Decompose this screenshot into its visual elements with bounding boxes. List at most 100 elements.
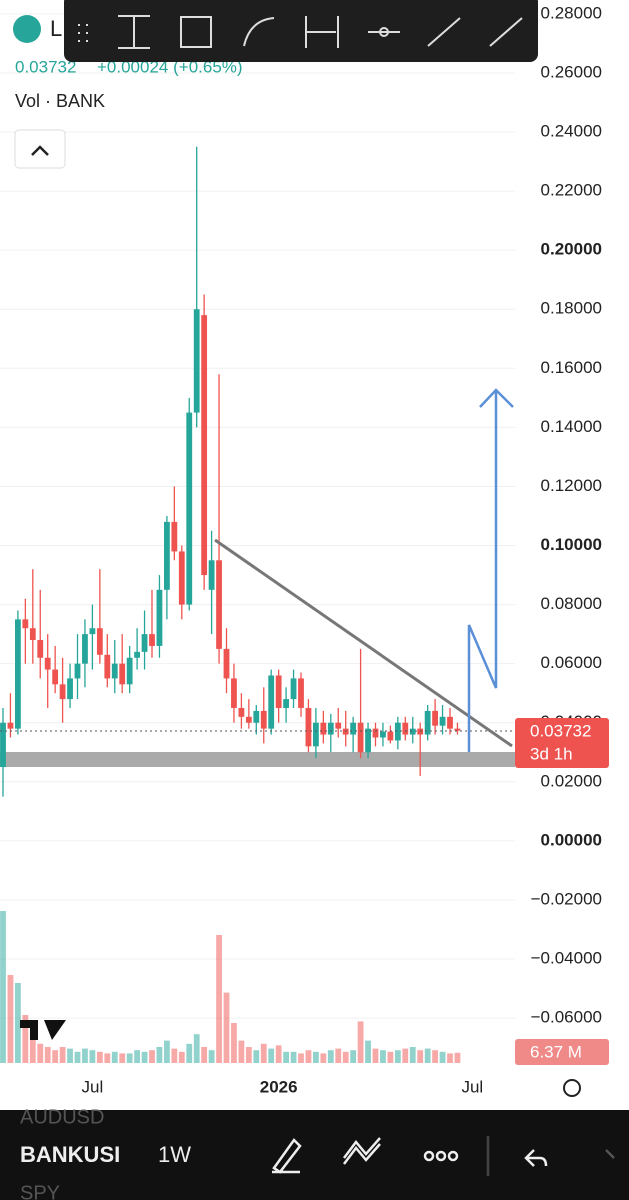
volume-bar	[387, 1051, 394, 1063]
candle-body	[52, 669, 59, 685]
candle-body	[275, 675, 282, 708]
volume-bar	[171, 1048, 178, 1063]
candle-body	[149, 634, 155, 646]
tool-rect[interactable]	[180, 16, 212, 48]
chevron	[31, 145, 49, 156]
volume-bar	[275, 1045, 282, 1063]
volume-bar	[313, 1051, 319, 1063]
volume-bar	[7, 975, 14, 1063]
settings-icon[interactable]	[563, 1079, 581, 1097]
tool-arrow[interactable]	[427, 17, 461, 47]
candle-body	[313, 722, 319, 747]
candle-body	[320, 722, 327, 735]
volume-bar	[335, 1048, 342, 1063]
prev-symbol[interactable]: AUDUSD	[20, 1106, 104, 1128]
header-change: +0.00024 (+0.65%)	[97, 57, 243, 76]
y-tick-label: 0.22000	[541, 181, 602, 200]
y-tick-label: 0.14000	[541, 417, 602, 436]
volume-bar	[290, 1051, 297, 1063]
candle-body	[82, 634, 88, 664]
volume-bar	[327, 1050, 334, 1063]
volume-tag-text: 6.37 M	[530, 1042, 582, 1061]
candle-body	[96, 628, 103, 655]
volume-bar	[320, 1053, 327, 1063]
volume-bar	[409, 1047, 416, 1063]
y-tick-label: 0.00000	[541, 830, 602, 849]
indicator-icon[interactable]	[343, 1137, 381, 1165]
candle-body	[387, 731, 394, 741]
collapse-button[interactable]	[14, 129, 66, 169]
y-tick-label: 0.28000	[541, 3, 602, 22]
candle-body	[417, 728, 424, 735]
volume-bar	[350, 1050, 357, 1063]
y-tick-label: 0.02000	[541, 771, 602, 790]
trend-line	[214, 538, 513, 748]
y-tick-label: −0.02000	[531, 889, 602, 908]
y-tick-label: −0.04000	[531, 948, 602, 967]
candle-body	[245, 716, 252, 723]
candle-body	[454, 728, 461, 731]
volume-bar	[223, 992, 230, 1063]
undo-icon[interactable]	[524, 1149, 548, 1167]
candle-body	[37, 640, 44, 658]
volume-bar	[164, 1040, 170, 1063]
tool-curve[interactable]	[243, 17, 275, 47]
candle-body	[231, 678, 237, 708]
volume-bar	[298, 1053, 304, 1063]
volume-bar	[439, 1051, 446, 1063]
candle-body	[305, 707, 312, 747]
candle-body	[402, 722, 409, 735]
candle-body	[193, 309, 200, 413]
next-symbol[interactable]: SPY	[20, 1182, 60, 1200]
candle-body	[164, 521, 170, 590]
volume-bar	[268, 1048, 275, 1063]
more-dot[interactable]	[447, 1150, 459, 1162]
volume-bar	[44, 1047, 51, 1063]
volume-bar	[372, 1048, 379, 1063]
candle-body	[59, 684, 66, 700]
drag-handle[interactable]	[78, 24, 88, 42]
redo-icon[interactable]	[605, 1149, 615, 1159]
volume-bar	[156, 1047, 163, 1063]
symbol: L	[50, 16, 62, 41]
drawing-toolbar	[64, 0, 538, 62]
y-tick-label: 0.24000	[541, 122, 602, 141]
tool-ray[interactable]	[489, 17, 523, 47]
x-tick-label: Jul	[82, 1077, 104, 1096]
candle-body	[134, 651, 140, 658]
volume-bar	[201, 1047, 208, 1063]
volume-bar	[178, 1051, 185, 1063]
draw-icon[interactable]	[272, 1138, 302, 1174]
tool-measure[interactable]	[305, 16, 339, 48]
candle-body	[15, 619, 21, 729]
candle-body	[394, 722, 401, 741]
volume-bar	[253, 1050, 260, 1063]
candle-body	[186, 412, 193, 605]
grid	[0, 13, 515, 1019]
support-zone	[0, 752, 515, 767]
y-tick-label: 0.08000	[541, 594, 602, 613]
tool-range[interactable]	[118, 15, 150, 49]
volume-bar	[96, 1051, 103, 1063]
x-tick-label: Jul	[461, 1077, 483, 1096]
volume-bar	[260, 1043, 267, 1063]
candle-body	[372, 728, 379, 738]
more-dot[interactable]	[435, 1150, 447, 1162]
volume-bar	[193, 1034, 200, 1063]
volume-bar	[231, 1023, 237, 1063]
volume-bar	[417, 1050, 424, 1063]
volume-bar	[89, 1050, 96, 1063]
volume-bar	[67, 1048, 73, 1063]
bottom-symbol[interactable]: BANKUSI	[20, 1142, 120, 1167]
candle-body	[260, 710, 267, 729]
candle-body	[141, 634, 148, 652]
interval[interactable]: 1W	[158, 1142, 191, 1167]
volume-bar	[29, 1031, 36, 1063]
volume-bar	[37, 1043, 44, 1063]
candle-body	[327, 722, 334, 735]
more-dot[interactable]	[423, 1150, 435, 1162]
volume-bar	[216, 935, 222, 1063]
candle-body	[111, 663, 118, 679]
candles	[0, 146, 461, 797]
